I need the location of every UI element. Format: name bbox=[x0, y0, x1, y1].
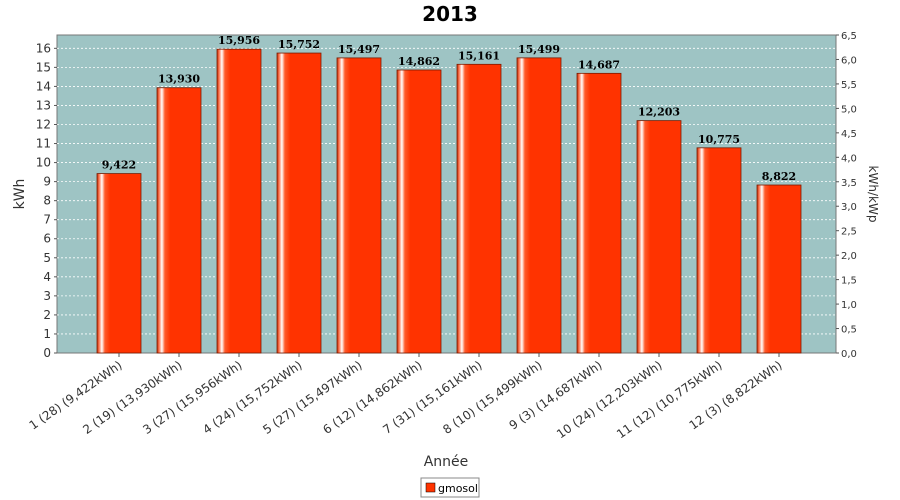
data-label: 13,930 bbox=[158, 73, 200, 86]
data-label: 14,862 bbox=[398, 55, 440, 68]
bar bbox=[396, 69, 442, 354]
x-axis: 1 (28) (9,422kWh)2 (19) (13,930kWh)3 (27… bbox=[27, 353, 785, 441]
y-tick-label: 5 bbox=[43, 251, 51, 265]
y2-tick-label: 4,5 bbox=[841, 129, 857, 140]
data-label: 12,203 bbox=[638, 106, 680, 119]
x-tick-label: 8 (10) (15,499kWh) bbox=[440, 358, 544, 437]
bar bbox=[516, 57, 562, 354]
x-tick-label: 4 (24) (15,752kWh) bbox=[200, 358, 304, 437]
y2-tick-label: 6,0 bbox=[841, 55, 857, 66]
y2-tick-label: 5,0 bbox=[841, 104, 857, 115]
bar bbox=[576, 72, 622, 354]
x-tick-label: 7 (31) (15,161kWh) bbox=[380, 358, 484, 437]
y2-tick-label: 3,5 bbox=[841, 178, 857, 189]
data-label: 14,687 bbox=[578, 58, 620, 71]
data-label: 8,822 bbox=[762, 170, 796, 183]
y2-tick-label: 3,0 bbox=[841, 202, 857, 213]
y-tick-label: 16 bbox=[36, 41, 51, 55]
y-tick-label: 9 bbox=[43, 175, 51, 189]
y-tick-label: 3 bbox=[43, 289, 51, 303]
x-tick-label: 3 (27) (15,956kWh) bbox=[140, 358, 244, 437]
data-label: 9,422 bbox=[102, 159, 136, 172]
y-tick-label: 0 bbox=[43, 346, 51, 360]
y-tick-label: 10 bbox=[36, 156, 51, 170]
y2-tick-label: 2,5 bbox=[841, 227, 857, 238]
y2-tick-label: 1,5 bbox=[841, 276, 857, 287]
y2-axis-label: kWh/kWp bbox=[866, 166, 880, 223]
y2-tick-label: 2,0 bbox=[841, 251, 857, 262]
y-tick-label: 7 bbox=[43, 213, 51, 227]
bars: 9,422 13,930 15,956 15,752 15,497 14,862 15,16… bbox=[96, 34, 802, 354]
legend: gmosol bbox=[420, 477, 480, 498]
y-tick-label: 12 bbox=[36, 117, 51, 131]
y2-tick-label: 5,5 bbox=[841, 80, 857, 91]
y-tick-label: 4 bbox=[43, 270, 51, 284]
x-tick-label: 2 (19) (13,930kWh) bbox=[80, 358, 184, 437]
x-tick-label: 10 (24) (12,203kWh) bbox=[554, 358, 665, 441]
y-tick-label: 8 bbox=[43, 194, 51, 208]
data-label: 15,497 bbox=[338, 43, 380, 56]
bar bbox=[96, 173, 142, 354]
legend-swatch bbox=[425, 482, 436, 493]
chart-title: 2013 bbox=[422, 2, 478, 26]
bar bbox=[756, 184, 802, 354]
y-tick-label: 11 bbox=[36, 137, 51, 151]
y2-tick-label: 1,0 bbox=[841, 300, 857, 311]
data-label: 15,161 bbox=[458, 49, 500, 62]
y2-tick-label: 0,0 bbox=[841, 349, 857, 360]
y-tick-label: 13 bbox=[36, 98, 51, 112]
bar bbox=[276, 52, 322, 354]
bar bbox=[336, 57, 382, 354]
y2-tick-label: 0,5 bbox=[841, 325, 857, 336]
legend-label: gmosol bbox=[438, 482, 478, 495]
bar bbox=[156, 87, 202, 354]
y-tick-label: 14 bbox=[36, 79, 51, 93]
x-tick-label: 11 (12) (10,775kWh) bbox=[614, 358, 725, 441]
bar bbox=[216, 48, 262, 354]
y2-tick-label: 6,5 bbox=[841, 31, 857, 42]
data-label: 15,752 bbox=[278, 38, 320, 51]
y2-axis: 0,0 0,5 1,0 1,5 2,0 2,5 3,0 3,5 4,0 4,5 5,0 5,5 6,0 6… bbox=[836, 31, 857, 360]
y-tick-label: 6 bbox=[43, 232, 51, 246]
legend-box bbox=[420, 477, 480, 498]
bar bbox=[636, 120, 682, 354]
data-label: 10,775 bbox=[698, 133, 740, 146]
y-tick-label: 2 bbox=[43, 308, 51, 322]
y-axis-label: kWh bbox=[12, 179, 28, 210]
x-tick-label: 5 (27) (15,497kWh) bbox=[260, 358, 364, 437]
data-label: 15,499 bbox=[518, 43, 560, 56]
data-label: 15,956 bbox=[218, 34, 260, 47]
bar bbox=[696, 147, 742, 354]
y2-tick-label: 4,0 bbox=[841, 153, 857, 164]
x-tick-label: 6 (12) (14,862kWh) bbox=[320, 358, 424, 437]
y-tick-label: 15 bbox=[36, 60, 51, 74]
x-axis-label: Année bbox=[424, 454, 469, 470]
y-tick-label: 1 bbox=[43, 327, 51, 341]
bar bbox=[456, 63, 502, 354]
